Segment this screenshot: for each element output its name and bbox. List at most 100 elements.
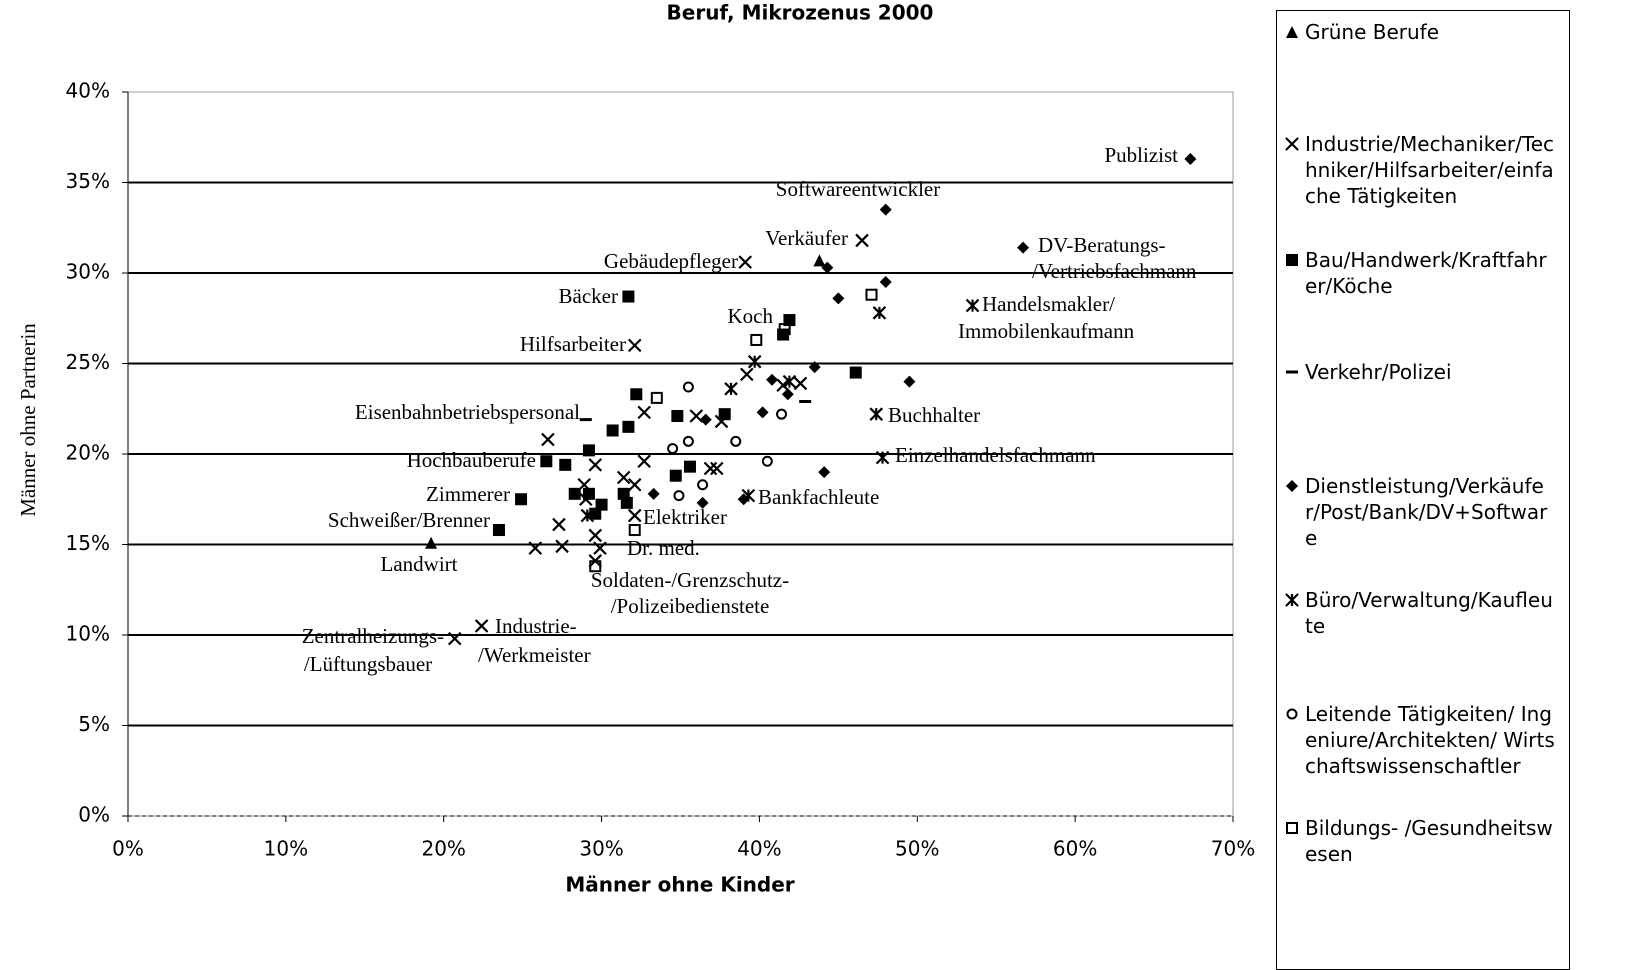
- marker: [710, 461, 724, 476]
- marker: [778, 323, 791, 336]
- marker: [647, 487, 660, 500]
- legend-entry: Leitende Tätigkeiten/ Ingeniure/Architek…: [1285, 701, 1557, 779]
- chart-title: Beruf, Mikrozenus 2000: [667, 1, 934, 25]
- marker: [738, 255, 752, 269]
- x-tick-label: 0%: [112, 837, 144, 861]
- marker: [683, 460, 696, 473]
- y-tick-label: 30%: [66, 260, 110, 284]
- annotation: Zentralheizungs-: [302, 624, 444, 648]
- marker: [740, 367, 754, 382]
- legend-entry: Bau/Handwerk/Kraftfahrer/Köche: [1285, 247, 1557, 299]
- marker: [620, 496, 633, 509]
- marker: [637, 454, 651, 469]
- legend-label: Industrie/Mechaniker/Techniker/Hilfsarbe…: [1305, 132, 1555, 208]
- annotation: Publizist: [1104, 143, 1178, 167]
- annotation: Industrie-: [495, 614, 577, 638]
- marker: [1286, 26, 1298, 38]
- marker: [818, 466, 831, 479]
- legend-entry: Industrie/Mechaniker/Techniker/Hilfsarbe…: [1285, 131, 1557, 209]
- marker: [750, 333, 763, 346]
- marker: [593, 541, 607, 555]
- annotation: /Vertriebsfachmann: [1032, 259, 1197, 283]
- legend-icon: [1286, 26, 1298, 38]
- annotation: Buchhalter: [888, 403, 980, 427]
- annotation: Hilfsarbeiter: [520, 332, 626, 356]
- legend-entry: Dienstleistung/Verkäufer/Post/Bank/DV+So…: [1285, 473, 1557, 551]
- legend-icon: [1286, 822, 1298, 834]
- marker: [589, 560, 602, 573]
- marker: [832, 292, 845, 305]
- marker: [1184, 152, 1197, 165]
- marker: [756, 406, 769, 419]
- y-tick-label: 0%: [78, 803, 110, 827]
- marker: [703, 461, 718, 476]
- marker: [1286, 254, 1298, 266]
- annotation: Zimmerer: [426, 482, 510, 506]
- x-tick-label: 20%: [421, 837, 465, 861]
- annotation: Schweißer/Brenner: [328, 508, 490, 532]
- annotation: /Werkmeister: [478, 643, 591, 667]
- legend-label: Verkehr/Polizei: [1305, 360, 1452, 384]
- annotation: Landwirt: [381, 552, 458, 576]
- marker: [1285, 137, 1299, 151]
- y-tick-label: 35%: [66, 169, 110, 193]
- annotation: Soldaten-/Grenzschutz-: [591, 568, 789, 592]
- annotation: Softwareentwickler: [776, 177, 940, 201]
- marker: [528, 541, 543, 555]
- marker: [821, 261, 834, 274]
- legend-icon: [1285, 137, 1299, 151]
- legend: Grüne Berufe Industrie/Mechaniker/Technik…: [1276, 10, 1570, 970]
- annotation: Verkäufer: [765, 226, 848, 250]
- marker: [627, 338, 642, 353]
- x-axis-label: Männer ohne Kinder: [565, 873, 794, 897]
- marker: [879, 276, 892, 289]
- legend-label: Leitende Tätigkeiten/ Ingeniure/Architek…: [1305, 702, 1555, 778]
- marker: [813, 254, 826, 267]
- legend-icon: [1286, 708, 1298, 720]
- marker: [669, 469, 682, 482]
- annotation: Dr. med.: [627, 536, 700, 560]
- marker: [630, 388, 643, 401]
- x-tick-label: 10%: [264, 837, 308, 861]
- marker: [781, 388, 794, 401]
- marker: [541, 432, 555, 447]
- marker: [776, 408, 788, 420]
- marker: [627, 508, 642, 523]
- marker: [696, 496, 709, 509]
- marker: [555, 539, 569, 554]
- marker: [875, 450, 890, 465]
- y-axis-label: Männer ohne Partnerin: [16, 323, 40, 517]
- marker: [855, 233, 869, 248]
- annotation: /Lüftungsbauer: [304, 652, 432, 676]
- marker: [808, 361, 821, 374]
- annotation: Einzelhandelsfachmann: [895, 443, 1096, 467]
- y-tick-label: 15%: [66, 531, 110, 555]
- marker: [766, 373, 779, 386]
- marker: [622, 420, 635, 433]
- annotation: Bankfachleute: [758, 485, 879, 509]
- marker: [849, 366, 862, 379]
- marker: [747, 354, 762, 369]
- marker: [1286, 480, 1298, 492]
- marker: [1017, 241, 1030, 254]
- marker: [622, 290, 635, 303]
- annotation: Bäcker: [559, 284, 618, 308]
- marker: [682, 435, 694, 447]
- marker: [582, 487, 595, 500]
- marker: [869, 407, 884, 421]
- x-tick-label: 70%: [1211, 837, 1255, 861]
- marker: [650, 391, 663, 404]
- annotation: Hochbauberufe: [407, 448, 536, 472]
- legend-entry: Büro/Verwaltung/Kaufleute: [1285, 587, 1557, 639]
- marker: [540, 455, 553, 468]
- marker: [682, 381, 694, 393]
- y-tick-label: 20%: [66, 441, 110, 465]
- marker: [637, 405, 651, 420]
- annotation: DV-Beratungs-: [1038, 233, 1166, 257]
- x-tick-label: 50%: [895, 837, 939, 861]
- legend-label: Bau/Handwerk/Kraftfahrer/Köche: [1305, 248, 1547, 298]
- marker: [697, 479, 709, 491]
- legend-icon: [1286, 480, 1298, 492]
- legend-entry: Bildungs- /Gesundheitswesen: [1285, 815, 1557, 867]
- annotation: Eisenbahnbetriebspersonal: [355, 400, 580, 424]
